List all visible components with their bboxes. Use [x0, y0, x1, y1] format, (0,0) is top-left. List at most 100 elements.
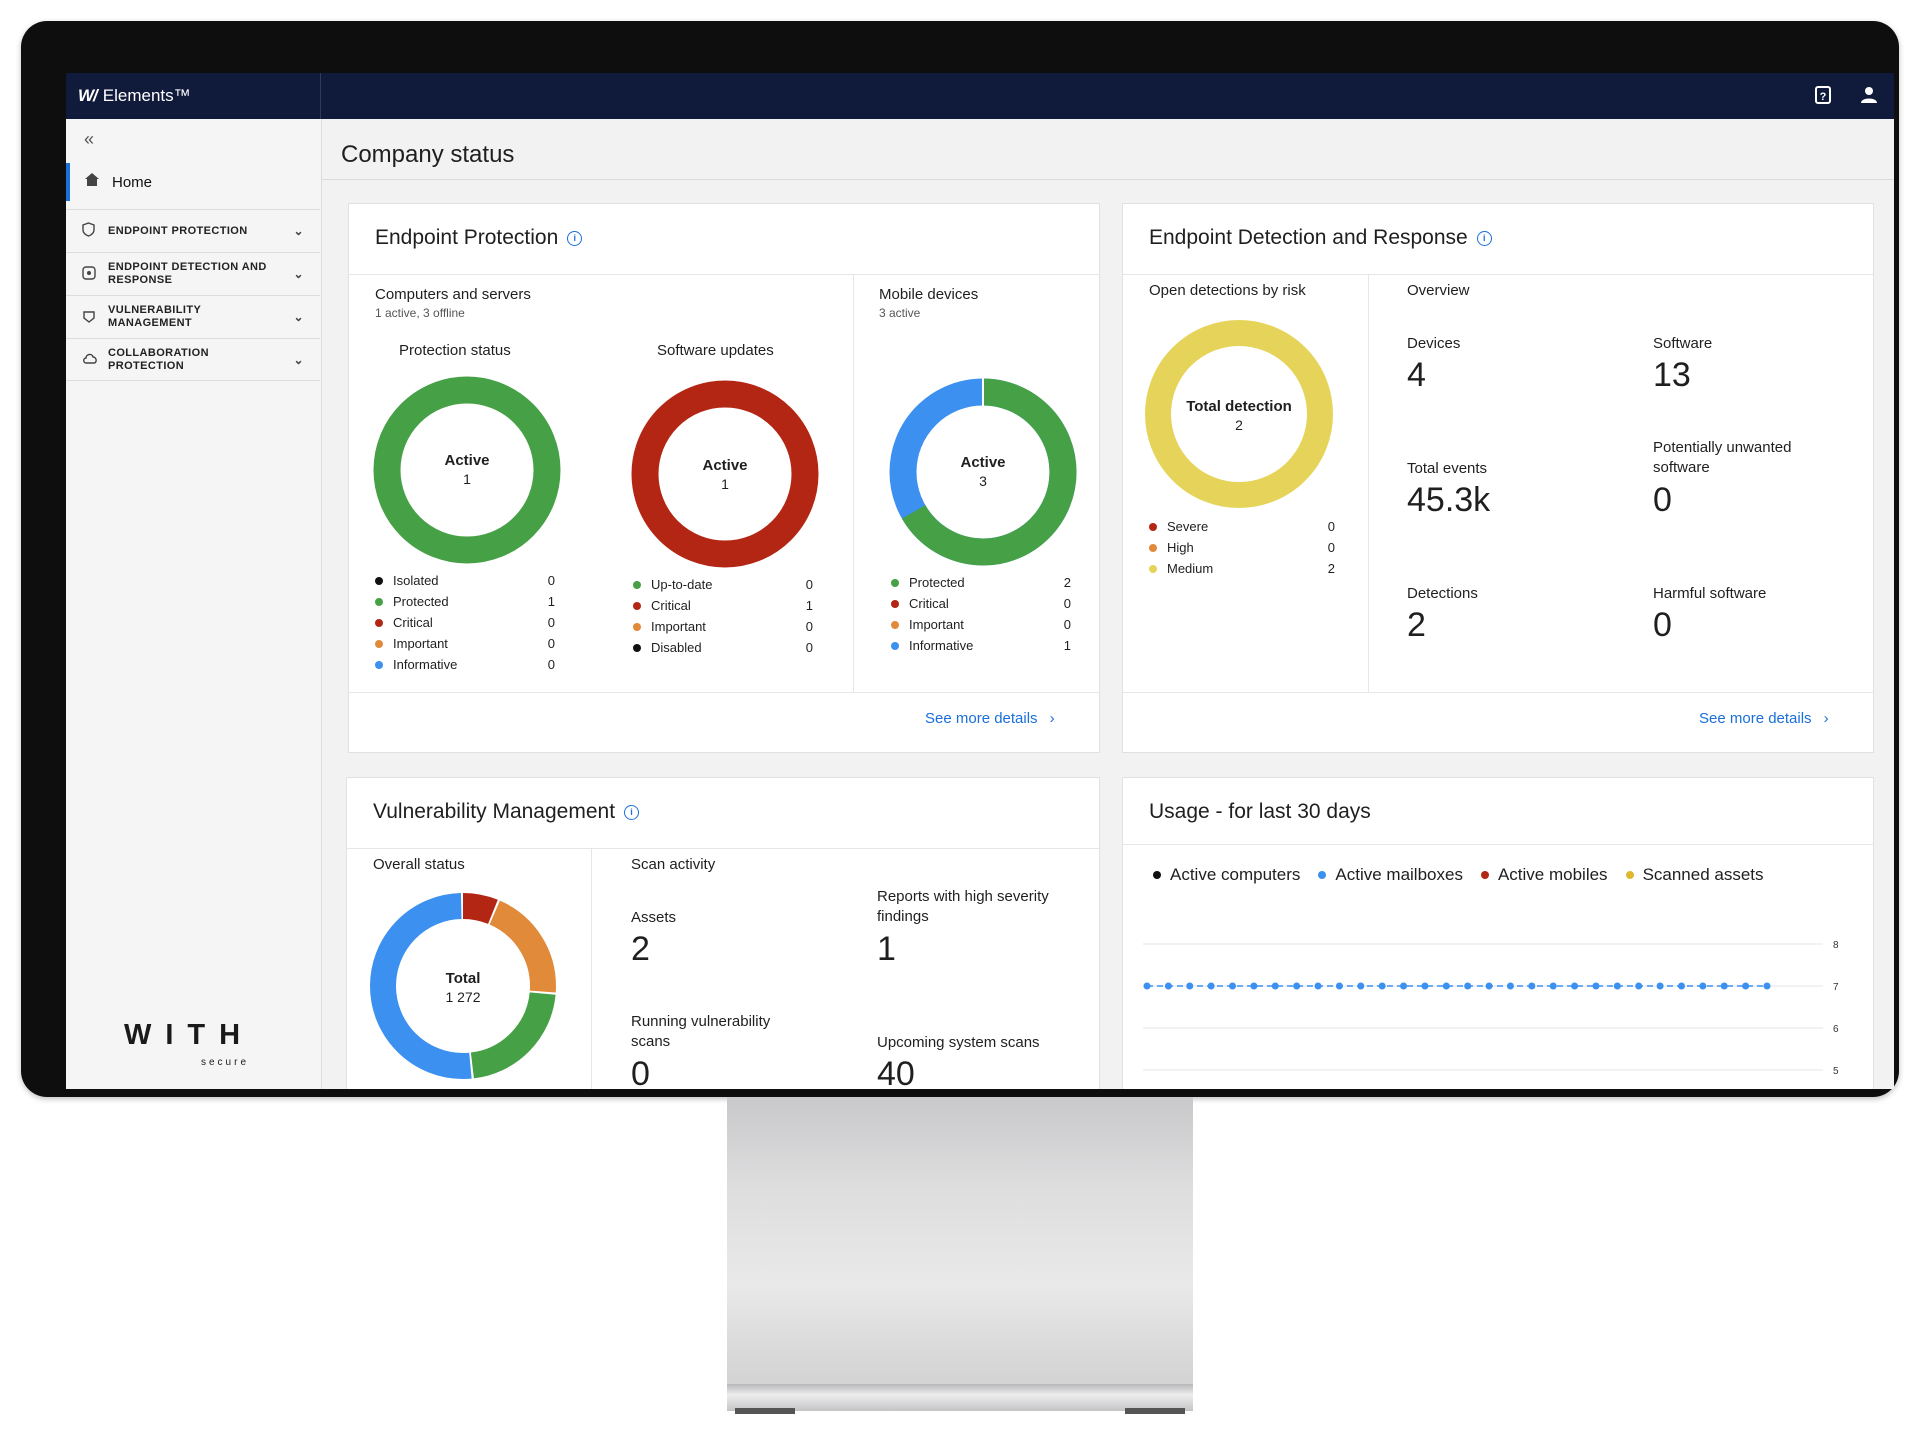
divider — [1123, 274, 1873, 275]
legend-item: Informative 0 — [375, 654, 555, 675]
stat-label-pua: Potentially unwanted software — [1653, 439, 1792, 476]
data-point[interactable] — [1763, 982, 1771, 990]
data-point[interactable] — [1357, 982, 1365, 990]
divider — [1123, 692, 1873, 693]
legend-value: 0 — [1063, 617, 1071, 632]
sidebar-item-home[interactable]: Home — [66, 163, 320, 201]
sidebar-item-vulnerability[interactable]: VULNERABILITY MANAGEMENT ⌄ — [66, 295, 320, 338]
legend-value: 1 — [805, 598, 813, 613]
donut-center: Total detection 2 — [1169, 398, 1309, 434]
data-point[interactable] — [1442, 982, 1450, 990]
legend-dot — [633, 602, 641, 610]
legend-value: 0 — [805, 640, 813, 655]
see-more-details-link[interactable]: See more details › — [925, 710, 1055, 727]
sidebar-item-label: ENDPOINT PROTECTION — [108, 224, 248, 237]
data-point[interactable] — [1549, 982, 1557, 990]
data-point[interactable] — [1464, 982, 1472, 990]
link-label: See more details — [925, 710, 1038, 727]
donut-center: Active 3 — [923, 454, 1043, 490]
mobile-devices-legend: Protected 2 Critical 0 Important 0 Informat… — [891, 572, 1071, 656]
data-point[interactable] — [1335, 982, 1343, 990]
sidebar-item-endpoint-protection[interactable]: ENDPOINT PROTECTION ⌄ — [66, 209, 320, 252]
data-point[interactable] — [1699, 982, 1707, 990]
data-point[interactable] — [1250, 982, 1258, 990]
data-point[interactable] — [1314, 982, 1322, 990]
data-point[interactable] — [1400, 982, 1408, 990]
mobile-subtitle: 3 active — [879, 306, 921, 320]
legend-item: Protected 1 — [375, 591, 555, 612]
data-point[interactable] — [1186, 982, 1194, 990]
main-content: Company status Endpoint Protection i Comp… — [322, 119, 1894, 1089]
legend-item[interactable]: Scanned assets — [1625, 865, 1764, 885]
stat-value-running-scans: 0 — [631, 1055, 650, 1089]
data-point[interactable] — [1143, 982, 1151, 990]
data-point[interactable] — [1293, 982, 1301, 990]
data-point[interactable] — [1677, 982, 1685, 990]
screen: W/ Elements™ ? « Home ENDPOINT PROTECTIO… — [66, 73, 1894, 1089]
user-icon[interactable] — [1858, 85, 1880, 107]
legend-item[interactable]: Active mailboxes — [1318, 865, 1463, 885]
legend-value: 2 — [1327, 561, 1335, 576]
risk-legend: Severe 0 High 0 Medium 2 — [1149, 516, 1335, 579]
sidebar-item-collaboration[interactable]: COLLABORATION PROTECTION ⌄ — [66, 338, 320, 381]
usage-line-chart: 8 7 6 5 — [1143, 940, 1839, 1077]
data-point[interactable] — [1164, 982, 1172, 990]
mobile-devices-donut — [889, 378, 1077, 566]
legend-item: Severe 0 — [1149, 516, 1335, 537]
data-point[interactable] — [1378, 982, 1386, 990]
donut-center-value: 2 — [1235, 417, 1243, 433]
computers-subtitle: 1 active, 3 offline — [375, 306, 465, 320]
chevron-down-icon: ⌄ — [293, 267, 304, 281]
monitor-stand-base — [727, 1384, 1193, 1411]
software-updates-legend: Up-to-date 0 Critical 1 Important 0 Disable… — [633, 574, 813, 658]
data-point[interactable] — [1485, 982, 1493, 990]
stat-value-assets: 2 — [631, 930, 650, 968]
data-point[interactable] — [1742, 982, 1750, 990]
legend-item[interactable]: Active computers — [1153, 865, 1300, 885]
legend-dot — [891, 621, 899, 629]
info-icon[interactable]: i — [1476, 231, 1492, 246]
card-title-text: Endpoint Protection — [375, 226, 559, 249]
data-point[interactable] — [1421, 982, 1429, 990]
data-point[interactable] — [1229, 982, 1237, 990]
stat-label-high-severity: Reports with high severity findings — [877, 888, 1049, 925]
card-title-text: Endpoint Detection and Response — [1149, 226, 1468, 249]
collapse-sidebar-icon[interactable]: « — [84, 129, 95, 149]
donut-center: Active 1 — [407, 452, 527, 488]
data-point[interactable] — [1207, 982, 1215, 990]
data-point[interactable] — [1506, 982, 1514, 990]
brand-logo[interactable]: W/ Elements™ — [66, 73, 321, 119]
data-point[interactable] — [1571, 982, 1579, 990]
legend-value: 0 — [547, 636, 555, 651]
overall-status-donut — [370, 893, 556, 1079]
page-title: Company status — [341, 141, 515, 168]
y-tick-label: 6 — [1833, 1024, 1839, 1035]
legend-item: Important 0 — [375, 633, 555, 654]
divider — [347, 848, 1099, 849]
legend-label: Protected — [909, 575, 965, 590]
legend-label: Informative — [393, 657, 458, 672]
card-title-text: Vulnerability Management — [373, 800, 616, 823]
data-point[interactable] — [1635, 982, 1643, 990]
info-icon[interactable]: i — [624, 805, 640, 820]
legend-label: Active mobiles — [1497, 865, 1608, 884]
help-icon[interactable]: ? — [1812, 85, 1834, 107]
data-point[interactable] — [1720, 982, 1728, 990]
data-point[interactable] — [1528, 982, 1536, 990]
edr-card: Endpoint Detection and Response i Open de… — [1122, 203, 1874, 753]
svg-text:?: ? — [1820, 91, 1827, 103]
data-point[interactable] — [1271, 982, 1279, 990]
sidebar-item-edr[interactable]: ENDPOINT DETECTION AND RESPONSE ⌄ — [66, 252, 320, 295]
donut-center: Active 1 — [665, 457, 785, 493]
info-icon[interactable]: i — [567, 231, 583, 246]
legend-dot — [1625, 871, 1634, 879]
chevron-right-icon: › — [1049, 710, 1055, 727]
data-point[interactable] — [1656, 982, 1664, 990]
legend-label: Important — [393, 636, 448, 651]
see-more-details-link[interactable]: See more details › — [1699, 710, 1829, 727]
stat-label-total-events: Total events — [1407, 460, 1488, 477]
legend-item[interactable]: Active mobiles — [1480, 865, 1608, 885]
donut-center-value: 1 — [721, 476, 729, 492]
data-point[interactable] — [1613, 982, 1621, 990]
data-point[interactable] — [1592, 982, 1600, 990]
